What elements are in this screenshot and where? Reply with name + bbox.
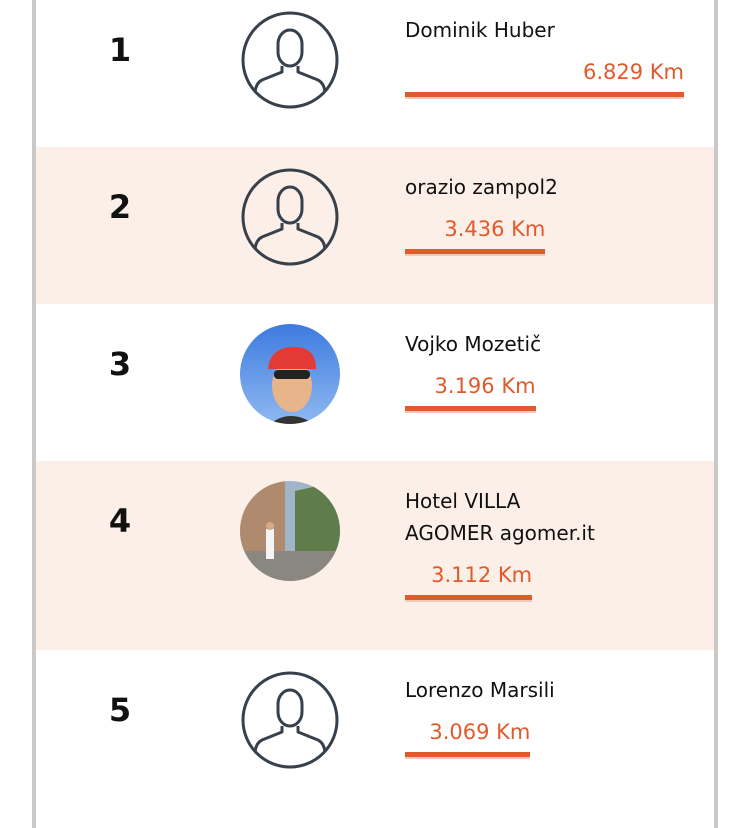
leaderboard-row: 1 Dominik Huber 6.829 Km [36,0,714,147]
rank: 5 [108,691,132,729]
distance-label: 3.112 Km [431,563,533,587]
distance-label: 3.069 Km [429,720,531,744]
rank: 3 [108,345,132,383]
leaderboard: 1 Dominik Huber 6.829 Km 2 orazio zampol2 3.4… [32,0,718,828]
distance-bar [405,752,531,757]
user-name: Dominik Huber [405,18,555,42]
avatar [240,481,340,581]
avatar [240,167,340,267]
user-name: Hotel VILLA AGOMER agomer.it [405,489,595,545]
leaderboard-row: 4 Hotel VILLA AGOMER agomer.it 3.112 Km [36,461,714,650]
leaderboard-row: 2 orazio zampol2 3.436 Km [36,147,714,304]
user-name: orazio zampol2 [405,175,558,199]
avatar [240,670,340,770]
leaderboard-row: 3 Vojko Mozetič 3.196 Km [36,304,714,461]
avatar [240,324,340,424]
user-name: Vojko Mozetič [405,332,542,356]
rank: 4 [108,502,132,540]
distance-bar [405,595,533,600]
user-name: Lorenzo Marsili [405,678,555,702]
leaderboard-row: 5 Lorenzo Marsili 3.069 Km [36,650,714,807]
distance-bar [405,406,536,411]
avatar [240,10,340,110]
rank: 2 [108,188,132,226]
distance-bar [405,249,546,254]
distance-label: 3.436 Km [444,217,546,241]
distance-label: 6.829 Km [582,60,684,84]
distance-label: 3.196 Km [434,374,536,398]
leaderboard-list: 1 Dominik Huber 6.829 Km 2 orazio zampol2 3.4… [36,0,714,807]
distance-bar [405,92,684,97]
rank: 1 [108,31,132,69]
